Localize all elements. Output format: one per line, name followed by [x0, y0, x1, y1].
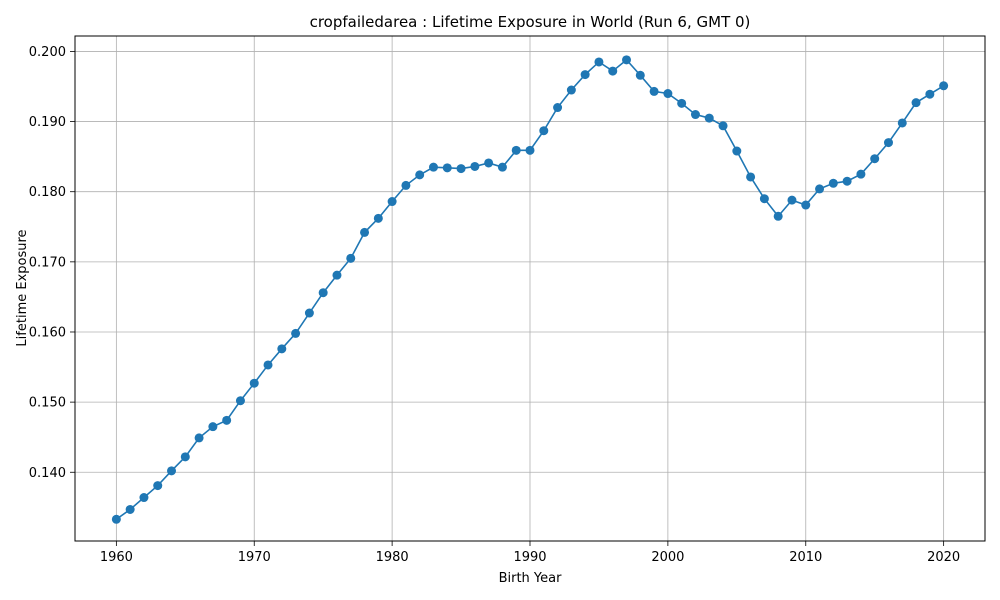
- y-tick-label: 0.150: [29, 396, 66, 411]
- data-point: [304, 308, 314, 318]
- data-point: [759, 194, 769, 204]
- data-point: [111, 514, 121, 524]
- x-axis-label: Birth Year: [499, 571, 563, 586]
- data-point: [856, 169, 866, 179]
- y-tick-label: 0.170: [29, 255, 66, 270]
- data-point: [553, 103, 563, 113]
- data-point: [787, 195, 797, 205]
- data-point: [911, 98, 921, 108]
- x-tick-label: 1960: [100, 550, 133, 565]
- data-point: [828, 178, 838, 188]
- data-point: [746, 172, 756, 182]
- data-point: [801, 200, 811, 210]
- x-tick-label: 1990: [513, 550, 546, 565]
- data-point: [525, 145, 535, 155]
- data-point: [263, 360, 273, 370]
- data-point: [470, 161, 480, 171]
- x-tick-label: 2000: [651, 550, 684, 565]
- data-point: [511, 145, 521, 155]
- data-point: [428, 162, 438, 172]
- data-point: [925, 89, 935, 99]
- data-point: [497, 162, 507, 172]
- data-point: [442, 163, 452, 173]
- data-point: [663, 89, 673, 99]
- data-point: [401, 180, 411, 190]
- data-point: [332, 270, 342, 280]
- data-point: [235, 396, 245, 406]
- data-point: [842, 176, 852, 186]
- series-layer: [111, 55, 949, 524]
- x-tick-label: 1970: [238, 550, 271, 565]
- data-point: [815, 184, 825, 194]
- data-point: [484, 158, 494, 168]
- data-point: [897, 118, 907, 128]
- data-point: [373, 213, 383, 223]
- data-point: [677, 98, 687, 108]
- data-point: [732, 146, 742, 156]
- data-point: [387, 197, 397, 207]
- data-point: [153, 481, 163, 491]
- data-point: [690, 110, 700, 120]
- data-point: [608, 66, 618, 76]
- data-point: [222, 415, 232, 425]
- data-point: [125, 504, 135, 514]
- y-axis-label: Lifetime Exposure: [15, 229, 30, 346]
- data-point: [167, 466, 177, 476]
- data-point: [870, 154, 880, 164]
- data-point: [180, 452, 190, 462]
- x-axis-ticks: 1960 1970 1980 1990 2000 2010 2020: [100, 541, 960, 565]
- data-point: [566, 85, 576, 95]
- data-point: [415, 170, 425, 180]
- x-tick-label: 1980: [376, 550, 409, 565]
- grid-lines: [75, 36, 985, 541]
- x-tick-label: 2010: [789, 550, 822, 565]
- data-point: [939, 81, 949, 91]
- data-point: [580, 70, 590, 80]
- y-tick-label: 0.200: [29, 45, 66, 60]
- y-tick-label: 0.140: [29, 466, 66, 481]
- data-point: [277, 344, 287, 354]
- y-tick-label: 0.190: [29, 115, 66, 130]
- x-tick-label: 2020: [927, 550, 960, 565]
- data-point: [208, 422, 218, 432]
- data-point: [291, 328, 301, 338]
- data-point: [139, 493, 149, 503]
- y-axis-ticks: 0.140 0.150 0.160 0.170 0.180 0.190 0.200: [29, 45, 75, 481]
- y-tick-label: 0.180: [29, 185, 66, 200]
- chart-title: cropfailedarea : Lifetime Exposure in Wo…: [310, 13, 751, 31]
- data-point: [539, 126, 549, 136]
- data-point: [704, 113, 714, 123]
- data-point: [622, 55, 632, 65]
- data-point: [594, 57, 604, 67]
- data-point: [456, 164, 466, 174]
- data-point: [635, 70, 645, 80]
- data-point: [649, 86, 659, 96]
- data-point: [360, 227, 370, 237]
- y-tick-label: 0.160: [29, 325, 66, 340]
- data-point: [318, 288, 328, 298]
- data-point: [773, 211, 783, 221]
- data-point: [249, 378, 259, 388]
- data-point: [883, 138, 893, 148]
- data-point: [346, 253, 356, 263]
- data-point: [194, 433, 204, 443]
- data-point: [718, 121, 728, 131]
